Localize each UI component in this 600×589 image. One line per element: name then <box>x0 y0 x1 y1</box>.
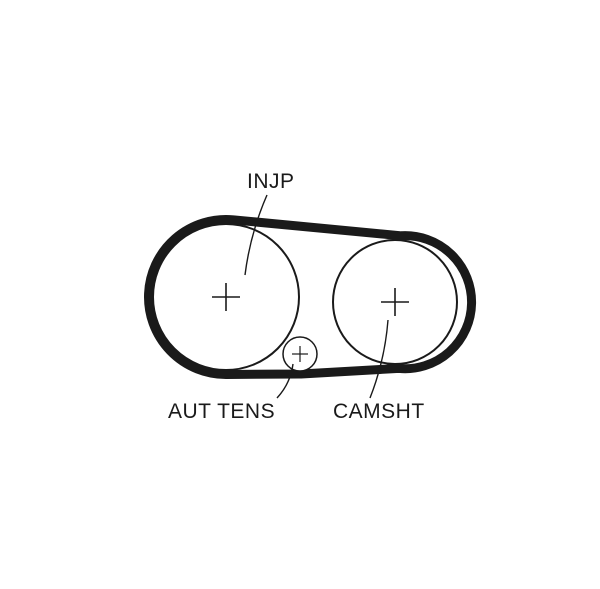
belt-diagram: INJP AUT TENS CAMSHT <box>0 0 600 589</box>
label-camsht: CAMSHT <box>333 400 425 424</box>
label-injp: INJP <box>247 170 295 194</box>
leader-auttens <box>277 364 293 398</box>
label-auttens: AUT TENS <box>168 400 275 424</box>
diagram-svg <box>0 0 600 589</box>
